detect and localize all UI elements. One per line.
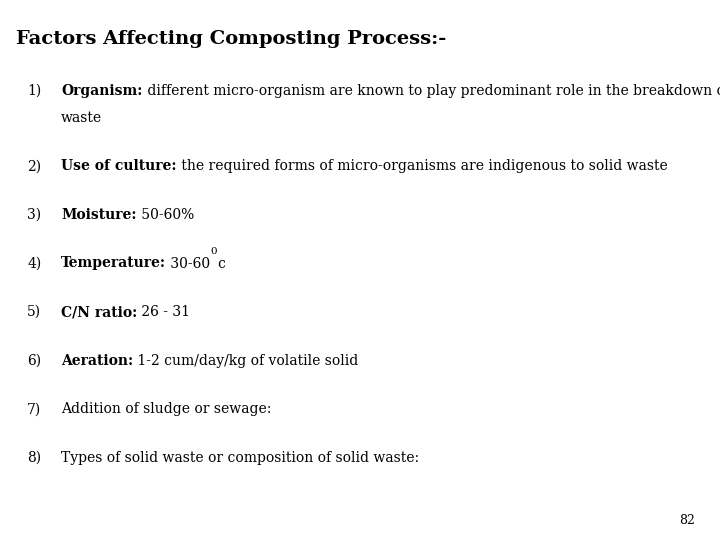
- Text: Moisture:: Moisture:: [61, 208, 137, 222]
- Text: 2): 2): [27, 159, 42, 173]
- Text: c: c: [217, 256, 225, 271]
- Text: Factors Affecting Composting Process:-: Factors Affecting Composting Process:-: [16, 30, 446, 48]
- Text: Addition of sludge or sewage:: Addition of sludge or sewage:: [61, 402, 271, 416]
- Text: the required forms of micro-organisms are indigenous to solid waste: the required forms of micro-organisms ar…: [176, 159, 667, 173]
- Text: 1): 1): [27, 84, 42, 98]
- Text: 1-2 cum/day/kg of volatile solid: 1-2 cum/day/kg of volatile solid: [133, 354, 359, 368]
- Text: Temperature:: Temperature:: [61, 256, 166, 271]
- Text: 26 - 31: 26 - 31: [138, 305, 191, 319]
- Text: waste: waste: [61, 111, 102, 125]
- Text: C/N ratio:: C/N ratio:: [61, 305, 138, 319]
- Text: Types of solid waste or composition of solid waste:: Types of solid waste or composition of s…: [61, 451, 419, 465]
- Text: Use of culture:: Use of culture:: [61, 159, 176, 173]
- Text: 4): 4): [27, 256, 42, 271]
- Text: Organism:: Organism:: [61, 84, 143, 98]
- Text: 5): 5): [27, 305, 42, 319]
- Text: 8): 8): [27, 451, 42, 465]
- Text: 3): 3): [27, 208, 42, 222]
- Text: 50-60%: 50-60%: [137, 208, 194, 222]
- Text: 0: 0: [210, 247, 217, 256]
- Text: 6): 6): [27, 354, 42, 368]
- Text: different micro-organism are known to play predominant role in the breakdown of : different micro-organism are known to pl…: [143, 84, 720, 98]
- Text: Aeration:: Aeration:: [61, 354, 133, 368]
- Text: 7): 7): [27, 402, 42, 416]
- Text: 30-60: 30-60: [166, 256, 210, 271]
- Text: 82: 82: [679, 514, 695, 526]
